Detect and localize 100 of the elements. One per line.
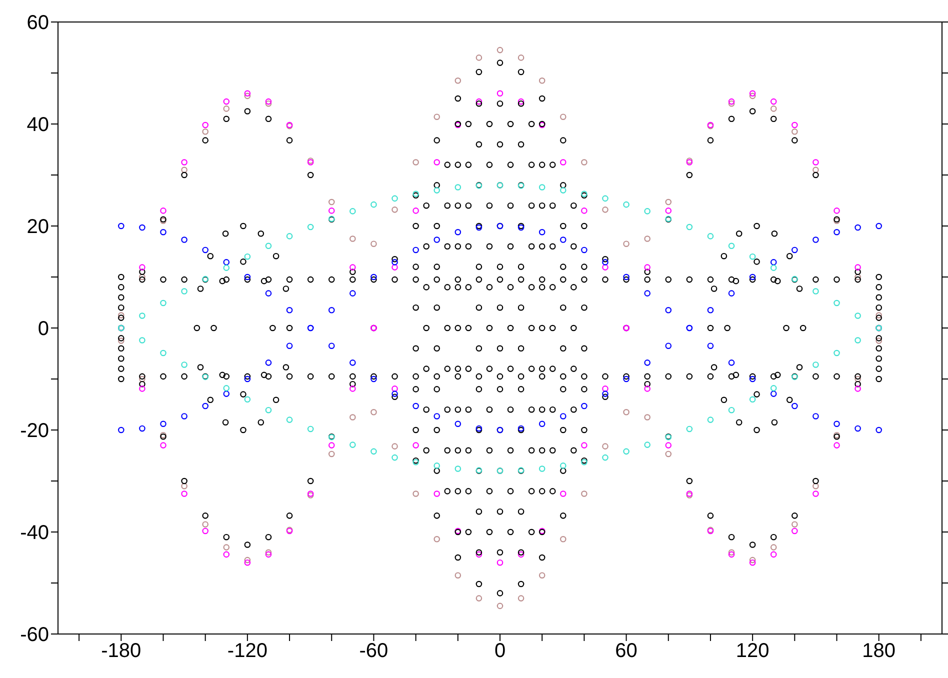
- point: [570, 324, 577, 332]
- point: [244, 276, 251, 283]
- point: [665, 342, 672, 349]
- point: [412, 264, 419, 270]
- point: [412, 304, 419, 311]
- point: [770, 534, 777, 540]
- point: [710, 286, 718, 292]
- point: [602, 256, 608, 262]
- point: [223, 390, 230, 397]
- point: [570, 366, 577, 372]
- point: [623, 276, 630, 283]
- point: [749, 542, 756, 548]
- point: [796, 364, 803, 370]
- point: [854, 276, 861, 283]
- point: [549, 243, 556, 250]
- point: [118, 345, 124, 352]
- point: [118, 312, 124, 318]
- point: [792, 528, 798, 534]
- point: [644, 386, 650, 392]
- point: [392, 373, 398, 380]
- point: [412, 276, 419, 283]
- point: [581, 208, 588, 214]
- point: [496, 46, 504, 54]
- point: [581, 345, 588, 352]
- point: [286, 307, 293, 314]
- point: [854, 425, 861, 432]
- point: [581, 276, 588, 283]
- point: [665, 276, 672, 283]
- point: [812, 172, 819, 178]
- point: [265, 116, 272, 122]
- point: [139, 268, 146, 276]
- point: [549, 447, 556, 454]
- point: [581, 426, 588, 434]
- point: [707, 233, 714, 240]
- point: [265, 360, 272, 366]
- point: [454, 276, 462, 283]
- point: [770, 116, 777, 122]
- point: [749, 373, 756, 380]
- point: [876, 345, 882, 352]
- point: [202, 128, 208, 135]
- point: [392, 394, 398, 400]
- point: [197, 286, 204, 292]
- point: [222, 419, 229, 426]
- point: [876, 284, 882, 290]
- point: [139, 373, 146, 380]
- point: [392, 256, 398, 262]
- point: [560, 304, 566, 311]
- point: [260, 372, 268, 378]
- point: [665, 208, 672, 214]
- point: [434, 276, 440, 283]
- point: [796, 286, 803, 292]
- point: [412, 159, 419, 166]
- point: [181, 373, 188, 380]
- point: [800, 324, 806, 332]
- point: [834, 350, 840, 356]
- point: [720, 252, 728, 260]
- point: [423, 284, 430, 290]
- point: [644, 236, 650, 242]
- point: [834, 373, 840, 380]
- point: [223, 106, 230, 112]
- point: [118, 222, 124, 230]
- point: [581, 402, 588, 410]
- point: [160, 300, 166, 306]
- point: [665, 450, 672, 458]
- point: [770, 259, 777, 266]
- point: [518, 141, 524, 148]
- point: [181, 490, 188, 497]
- point: [876, 335, 882, 342]
- point: [194, 324, 200, 332]
- point: [328, 307, 335, 314]
- point: [518, 508, 524, 515]
- point: [774, 278, 781, 284]
- point: [244, 376, 251, 382]
- point: [570, 406, 577, 413]
- point: [370, 201, 377, 208]
- point: [834, 276, 840, 283]
- point: [623, 274, 630, 280]
- point: [434, 490, 440, 497]
- point: [876, 294, 882, 301]
- point: [139, 274, 146, 280]
- point: [876, 366, 882, 372]
- point: [423, 243, 430, 250]
- point: [644, 373, 650, 380]
- point: [118, 284, 124, 290]
- point: [496, 345, 504, 352]
- point: [454, 572, 462, 578]
- point: [160, 373, 166, 380]
- point: [160, 350, 166, 356]
- point: [223, 534, 230, 540]
- point: [244, 274, 251, 280]
- point: [286, 276, 293, 283]
- point: [854, 337, 861, 344]
- point: [223, 259, 230, 266]
- point: [434, 236, 440, 243]
- point: [244, 556, 251, 564]
- point: [392, 195, 398, 202]
- point: [350, 290, 356, 296]
- point: [834, 228, 840, 236]
- point: [854, 224, 861, 231]
- point: [749, 396, 756, 403]
